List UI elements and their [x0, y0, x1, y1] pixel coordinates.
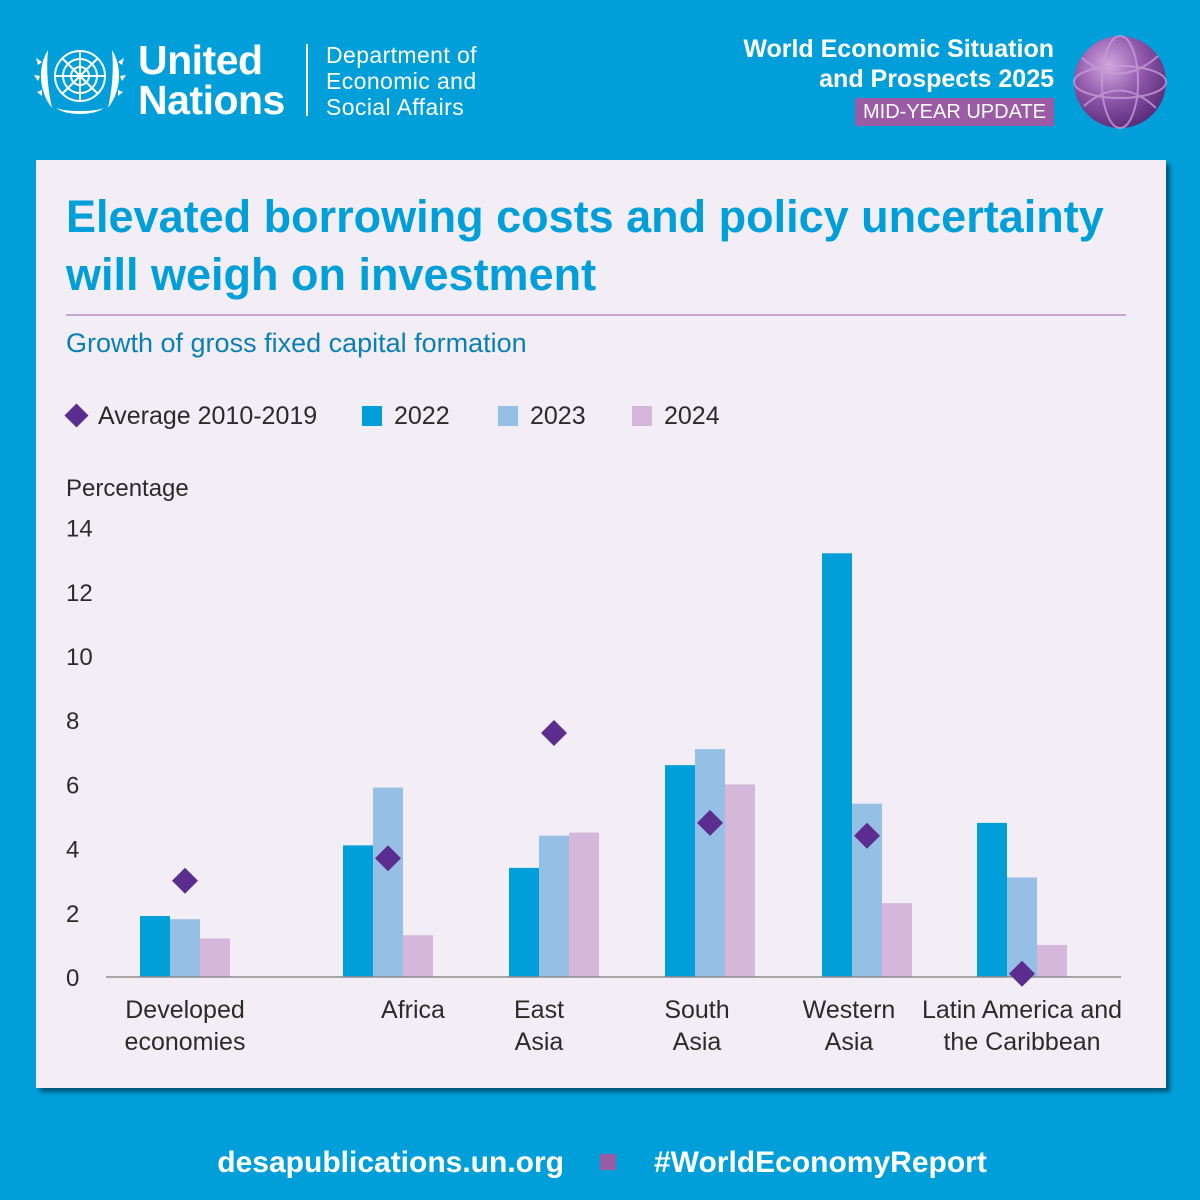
- bar-2022-4: [822, 553, 852, 977]
- legend-swatch-2022: [362, 406, 382, 426]
- marker-average-0: [172, 867, 198, 894]
- un-wordmark-line1: United: [138, 37, 263, 83]
- x-tick-label-line: Developed: [125, 996, 245, 1024]
- y-tick-label-4: 4: [66, 837, 79, 864]
- legend-label-2022: 2022: [394, 402, 450, 430]
- un-emblem-icon: [34, 50, 126, 114]
- y-tick-label-8: 8: [66, 708, 79, 735]
- header-bar: [0, 0, 1200, 160]
- department-line1: Department of: [326, 42, 477, 68]
- x-tick-label-2: East Asia: [514, 996, 564, 1056]
- marker-average-4: [854, 822, 880, 849]
- bar-2022-5: [977, 822, 1007, 977]
- headline-rule: [66, 314, 1126, 316]
- chart-title: Growth of gross fixed capital formation: [66, 328, 527, 358]
- legend-swatch-2023: [498, 406, 518, 426]
- marker-average-5: [1009, 960, 1035, 987]
- y-axis-label: Percentage: [66, 475, 189, 502]
- y-tick-label-2: 2: [66, 901, 79, 928]
- y-tick-label-12: 12: [66, 580, 93, 607]
- un-wordmark: United Nations: [138, 37, 285, 123]
- y-tick-label-14: 14: [66, 516, 93, 543]
- x-tick-label-1: Africa: [381, 996, 445, 1024]
- bar-2022-0: [140, 916, 170, 977]
- footer-separator-dot: [600, 1154, 616, 1170]
- bar-2023-3: [695, 749, 725, 977]
- x-tick-label-3: South Asia: [664, 996, 729, 1056]
- x-tick-label-line: Latin America and: [922, 996, 1122, 1024]
- y-tick-label-6: 6: [66, 772, 79, 799]
- report-title-line1: World Economic Situation: [743, 35, 1054, 63]
- x-tick-label-4: Western Asia: [803, 996, 896, 1056]
- bar-2023-0: [170, 919, 200, 977]
- bar-2022-1: [343, 845, 373, 977]
- report-title-line2: and Prospects 2025: [819, 65, 1054, 93]
- x-tick-label-line: the Caribbean: [943, 1028, 1100, 1056]
- bar-2023-5: [1007, 877, 1037, 977]
- y-tick-label-0: 0: [66, 965, 79, 992]
- department-name: Department of Economic and Social Affair…: [326, 42, 477, 120]
- x-tick-label-line: economies: [125, 1028, 246, 1056]
- mid-year-badge: MID-YEAR UPDATE: [855, 98, 1054, 126]
- marker-average-2: [541, 720, 567, 747]
- globe-icon: [1073, 35, 1167, 129]
- x-tick-label-line: Western: [803, 996, 896, 1024]
- marker-average-1: [375, 845, 401, 872]
- footer-url-link[interactable]: desapublications.un.org: [217, 1146, 564, 1179]
- bar-2024-1: [403, 935, 433, 977]
- x-tick-label-line: Africa: [381, 996, 445, 1024]
- headline: Elevated borrowing costs and policy unce…: [66, 191, 1104, 300]
- legend-label-2023: 2023: [530, 402, 586, 430]
- un-wordmark-line2: Nations: [138, 77, 285, 123]
- header-divider: [306, 44, 308, 116]
- legend-label-average: Average 2010-2019: [98, 402, 318, 430]
- department-line3: Social Affairs: [326, 94, 465, 120]
- bar-2022-3: [665, 765, 695, 977]
- footer-hashtag[interactable]: #WorldEconomyReport: [654, 1146, 987, 1179]
- x-tick-label-line: Asia: [825, 1028, 874, 1056]
- bar-2024-2: [569, 832, 599, 977]
- x-tick-label-line: Asia: [515, 1028, 564, 1056]
- x-tick-label-line: East: [514, 996, 564, 1024]
- bar-2024-5: [1037, 944, 1067, 977]
- bar-2024-3: [725, 784, 755, 977]
- marker-average-3: [697, 809, 723, 836]
- bar-2024-4: [882, 903, 912, 977]
- y-tick-label-10: 10: [66, 644, 93, 671]
- report-title: World Economic Situation and Prospects 2…: [743, 34, 1054, 94]
- department-line2: Economic and: [326, 68, 477, 94]
- legend-swatch-2024: [632, 406, 652, 426]
- bar-2023-1: [373, 787, 403, 977]
- x-tick-label-0: Developed economies: [125, 996, 246, 1056]
- x-tick-label-line: Asia: [673, 1028, 722, 1056]
- x-tick-label-line: South: [664, 996, 729, 1024]
- bar-2024-0: [200, 938, 230, 977]
- legend-label-2024: 2024: [664, 402, 720, 430]
- bar-2023-2: [539, 835, 569, 977]
- bar-2022-2: [509, 867, 539, 977]
- x-tick-label-5: Latin America and the Caribbean: [922, 996, 1122, 1056]
